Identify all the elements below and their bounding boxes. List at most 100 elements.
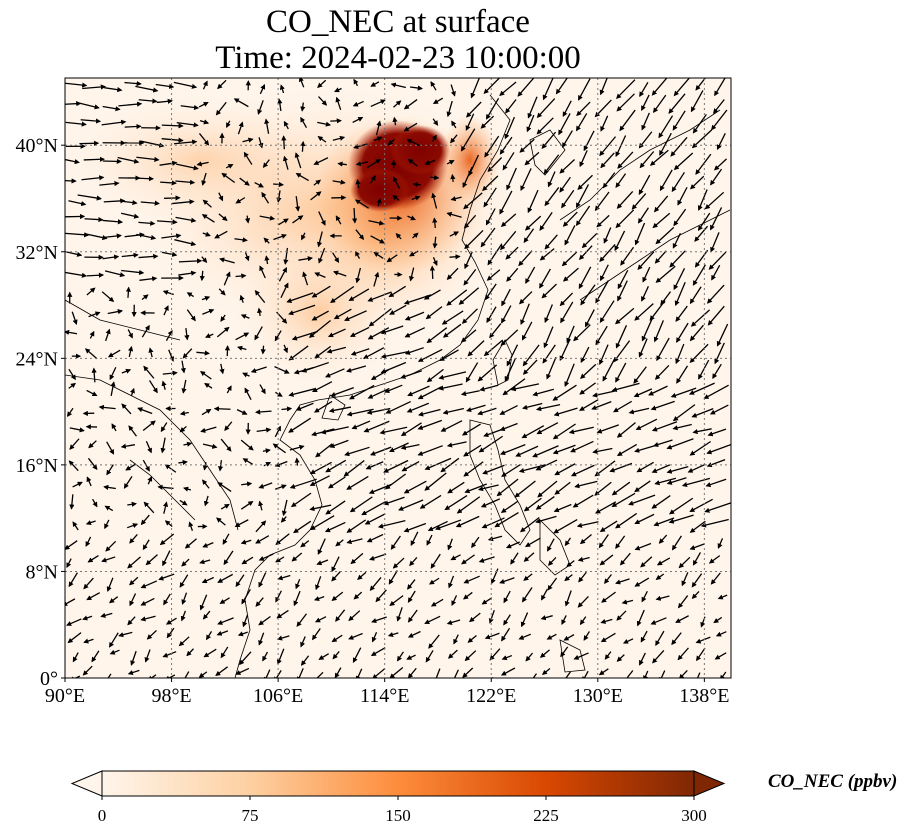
wind-arrow	[202, 443, 218, 449]
wind-arrow	[400, 422, 422, 437]
wind-arrow	[311, 628, 321, 641]
wind-arrow	[310, 191, 322, 201]
wind-arrow	[203, 495, 209, 507]
wind-arrow	[105, 328, 111, 342]
wind-arrow	[453, 669, 459, 678]
wind-arrow	[505, 541, 521, 549]
wind-arrow	[659, 670, 666, 678]
wind-arrow	[65, 121, 87, 127]
wind-arrow	[353, 78, 359, 87]
wind-arrow	[369, 577, 382, 591]
wind-arrow	[149, 380, 158, 394]
wind-arrow	[164, 464, 177, 473]
wind-arrow	[141, 324, 150, 338]
wind-arrow	[616, 191, 634, 209]
wind-arrow	[102, 105, 121, 112]
wind-arrow	[408, 267, 415, 282]
wind-arrow	[678, 556, 691, 569]
wind-arrow	[254, 326, 263, 341]
wind-arrow	[308, 319, 331, 338]
wind-arrow	[426, 534, 433, 546]
wind-arrow	[659, 132, 672, 156]
wind-arrow	[673, 208, 687, 227]
wind-arrow	[89, 330, 95, 339]
wind-arrow	[314, 345, 332, 359]
wind-arrow	[392, 116, 398, 126]
wind-arrow	[390, 82, 406, 89]
wind-arrow	[69, 675, 81, 678]
wind-arrow	[407, 385, 430, 397]
wind-arrow	[84, 216, 104, 223]
wind-arrow	[464, 483, 487, 494]
wind-arrow	[621, 599, 634, 605]
wind-arrow	[222, 533, 230, 545]
wind-arrow	[202, 542, 214, 548]
wind-arrow	[640, 630, 648, 643]
wind-arrow	[123, 476, 133, 489]
wind-arrow	[697, 189, 708, 211]
lon-tick-label: 122°E	[466, 685, 516, 707]
wind-arrow	[296, 613, 308, 627]
wind-arrow	[638, 174, 651, 195]
wind-arrow	[236, 409, 248, 415]
wind-arrow	[503, 590, 511, 604]
wind-arrow	[681, 477, 711, 488]
wind-arrow	[279, 84, 285, 94]
wind-arrow	[325, 368, 345, 378]
wind-arrow	[689, 440, 711, 456]
wind-arrow	[634, 480, 651, 493]
wind-arrow	[578, 245, 593, 261]
wind-arrow	[346, 519, 367, 533]
wind-arrow	[129, 576, 139, 586]
wind-arrow	[179, 410, 189, 416]
wind-arrow	[82, 665, 93, 676]
map-panel	[65, 78, 731, 678]
wind-arrow	[463, 591, 473, 600]
wind-arrow	[138, 98, 158, 104]
wind-arrow	[546, 633, 557, 640]
wind-arrow	[77, 194, 102, 201]
wind-arrow	[489, 323, 502, 339]
wind-arrow	[313, 157, 329, 165]
wind-arrow	[311, 310, 329, 321]
wind-arrow	[668, 93, 686, 114]
wind-arrow	[572, 494, 594, 508]
wind-arrow	[361, 501, 387, 516]
wind-arrow	[502, 152, 515, 171]
wind-arrow	[447, 538, 453, 551]
wind-arrow	[348, 632, 363, 640]
wind-arrow	[612, 400, 633, 413]
lat-tick-label: 40°N	[16, 135, 58, 157]
wind-arrow	[432, 118, 439, 126]
wind-arrow	[375, 589, 387, 603]
wind-arrow	[563, 634, 575, 641]
wind-arrow	[670, 387, 697, 398]
wind-arrow	[101, 119, 127, 126]
wind-arrow	[659, 169, 673, 192]
wind-arrow	[407, 215, 416, 221]
wind-arrow	[536, 98, 556, 119]
wind-arrow	[446, 289, 468, 306]
wind-arrow	[388, 285, 406, 298]
wind-arrow	[505, 99, 517, 114]
wind-arrow	[717, 594, 728, 600]
wind-arrow	[615, 173, 627, 188]
wind-arrow	[256, 427, 272, 433]
wind-arrow	[237, 121, 244, 135]
wind-arrow	[635, 418, 658, 431]
wind-arrow	[501, 288, 511, 307]
wind-arrow	[293, 520, 312, 534]
wind-arrow	[599, 300, 615, 323]
wind-arrow	[85, 536, 92, 547]
wind-arrow	[553, 503, 572, 513]
wind-arrow	[109, 632, 119, 648]
lat-tick-label: 0°	[40, 668, 58, 690]
wind-arrow	[87, 554, 99, 563]
wind-arrow	[65, 271, 88, 278]
wind-arrow	[264, 255, 270, 265]
wind-arrow	[463, 575, 480, 584]
wind-arrow	[650, 617, 667, 625]
wind-arrow	[385, 401, 411, 414]
wind-arrow	[485, 208, 496, 226]
wind-arrow	[484, 632, 500, 640]
